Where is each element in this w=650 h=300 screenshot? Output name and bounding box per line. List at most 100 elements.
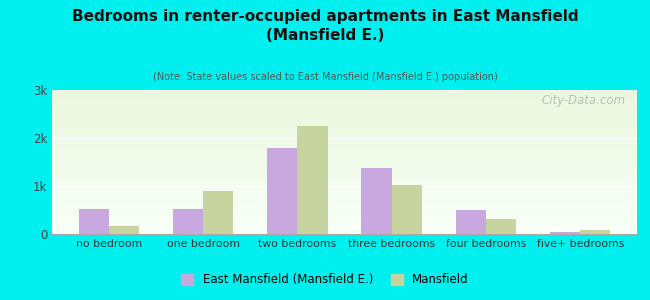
Bar xyxy=(52,203,637,204)
Bar xyxy=(52,206,637,207)
Bar xyxy=(52,123,637,124)
Bar xyxy=(52,182,637,183)
Bar xyxy=(456,209,486,234)
Bar xyxy=(52,120,637,121)
Bar xyxy=(52,153,637,154)
Text: City-Data.com: City-Data.com xyxy=(541,94,625,107)
Bar xyxy=(52,115,637,116)
Bar xyxy=(52,152,637,153)
Bar xyxy=(52,131,637,132)
Bar xyxy=(52,231,637,232)
Bar xyxy=(52,176,637,177)
Bar xyxy=(52,135,637,136)
Bar xyxy=(52,157,637,158)
Bar xyxy=(52,138,637,139)
Bar xyxy=(52,134,637,135)
Bar xyxy=(52,91,637,92)
Bar xyxy=(52,181,637,182)
Bar xyxy=(52,202,637,203)
Bar xyxy=(52,104,637,105)
Bar xyxy=(203,191,233,234)
Bar xyxy=(52,102,637,103)
Bar xyxy=(52,129,637,130)
Bar xyxy=(52,161,637,162)
Text: Bedrooms in renter-occupied apartments in East Mansfield
(Mansfield E.): Bedrooms in renter-occupied apartments i… xyxy=(72,9,578,43)
Bar xyxy=(52,144,637,145)
Bar xyxy=(52,97,637,98)
Bar xyxy=(52,112,637,113)
Bar xyxy=(52,145,637,146)
Bar xyxy=(52,193,637,194)
Bar xyxy=(52,160,637,161)
Bar xyxy=(52,220,637,221)
Bar xyxy=(52,117,637,118)
Bar xyxy=(52,130,637,131)
Bar xyxy=(52,211,637,212)
Bar xyxy=(52,217,637,218)
Bar xyxy=(52,95,637,96)
Bar xyxy=(52,192,637,193)
Bar xyxy=(297,126,328,234)
Bar xyxy=(52,116,637,117)
Bar xyxy=(52,111,637,112)
Bar xyxy=(52,140,637,141)
Bar xyxy=(52,136,637,137)
Bar xyxy=(52,230,637,231)
Bar xyxy=(52,165,637,166)
Bar xyxy=(52,210,637,211)
Bar xyxy=(52,118,637,119)
Bar xyxy=(52,147,637,148)
Bar xyxy=(52,139,637,140)
Bar xyxy=(52,158,637,159)
Bar xyxy=(52,218,637,219)
Bar xyxy=(52,166,637,167)
Bar xyxy=(52,222,637,223)
Bar xyxy=(52,125,637,126)
Bar xyxy=(52,219,637,220)
Bar xyxy=(52,180,637,181)
Bar xyxy=(52,177,637,178)
Bar xyxy=(52,169,637,170)
Bar xyxy=(52,90,637,91)
Bar xyxy=(52,110,637,111)
Bar xyxy=(52,121,637,122)
Bar xyxy=(52,92,637,93)
Bar xyxy=(52,200,637,201)
Bar xyxy=(52,143,637,144)
Bar xyxy=(52,198,637,199)
Bar xyxy=(52,221,637,222)
Bar xyxy=(52,149,637,150)
Bar xyxy=(52,146,637,147)
Bar xyxy=(52,183,637,184)
Bar xyxy=(52,204,637,205)
Bar xyxy=(109,226,139,234)
Bar xyxy=(52,191,637,192)
Bar xyxy=(52,196,637,197)
Bar xyxy=(52,150,637,151)
Bar xyxy=(52,213,637,214)
Bar xyxy=(52,189,637,190)
Bar xyxy=(52,195,637,196)
Bar xyxy=(361,168,392,234)
Bar xyxy=(52,172,637,173)
Bar xyxy=(52,163,637,164)
Bar xyxy=(52,174,637,175)
Bar xyxy=(550,232,580,234)
Bar xyxy=(52,101,637,102)
Bar xyxy=(52,207,637,208)
Bar xyxy=(52,141,637,142)
Bar xyxy=(580,230,610,234)
Bar xyxy=(52,225,637,226)
Bar xyxy=(52,229,637,230)
Bar xyxy=(52,114,637,115)
Bar xyxy=(52,105,637,106)
Bar xyxy=(52,216,637,217)
Bar xyxy=(52,96,637,97)
Bar xyxy=(52,227,637,228)
Bar xyxy=(52,186,637,187)
Legend: East Mansfield (Mansfield E.), Mansfield: East Mansfield (Mansfield E.), Mansfield xyxy=(177,269,473,291)
Bar xyxy=(52,175,637,176)
Bar xyxy=(52,127,637,128)
Bar xyxy=(52,226,637,227)
Bar xyxy=(267,148,297,234)
